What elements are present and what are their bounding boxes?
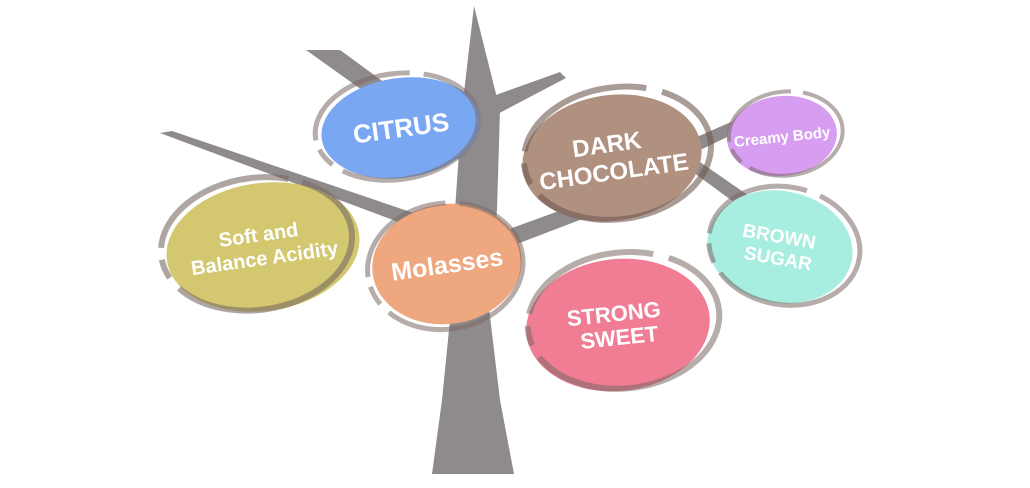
branch-left [160, 131, 440, 236]
bubble-creamy-body-ring [726, 89, 845, 178]
bubble-molasses-fill [372, 203, 522, 325]
bubble-brown-sugar-ring [706, 183, 863, 308]
bubble-molasses-ring [365, 200, 526, 333]
bubble-citrus-fill [321, 77, 481, 179]
bubble-soft-balance-acidity-ring [157, 174, 356, 314]
bubble-dark-chocolate-ring [520, 83, 714, 223]
bubble-strong-sweet-fill [526, 258, 710, 392]
bubble-brown-sugar: BROWN SUGAR [706, 183, 863, 308]
bubble-molasses: Molasses [365, 200, 526, 333]
bubble-citrus: CITRUS [312, 70, 481, 183]
bubble-strong-sweet-label: STRONG SWEET [566, 296, 671, 355]
bubble-soft-balance-acidity: Soft and Balance Acidity [157, 174, 360, 314]
bubble-citrus-ring [312, 70, 481, 183]
bubble-dark-chocolate: DARK CHOCOLATE [520, 83, 714, 223]
bubble-soft-balance-acidity-fill [166, 182, 360, 312]
bubble-strong-sweet-ring [524, 249, 723, 392]
bubble-brown-sugar-fill [707, 190, 853, 304]
branch-upper-right [482, 72, 566, 118]
bubble-dark-chocolate-fill [522, 94, 702, 222]
bubble-creamy-body: Creamy Body [726, 89, 845, 178]
bubble-creamy-body-fill [727, 95, 837, 177]
bubble-strong-sweet: STRONG SWEET [524, 249, 723, 392]
